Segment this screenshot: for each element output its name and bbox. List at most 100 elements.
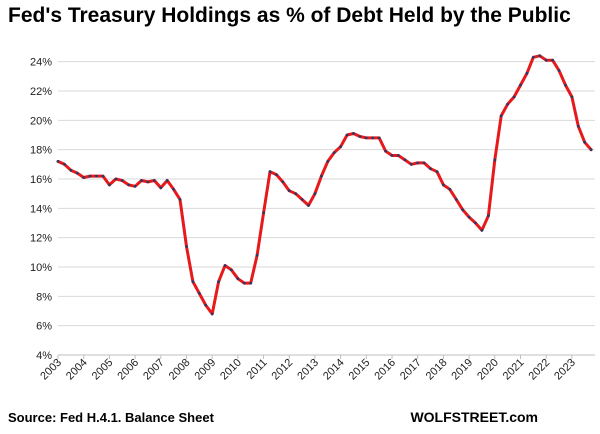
x-tick-label: 2006 [115, 357, 141, 383]
data-point [358, 135, 362, 138]
y-tick-label: 22% [30, 86, 52, 98]
data-point [75, 171, 79, 175]
data-point [461, 208, 465, 212]
data-point [133, 184, 137, 188]
y-tick-label: 12% [30, 233, 52, 245]
y-tick-label: 18% [30, 145, 52, 157]
data-point [390, 154, 394, 157]
x-tick-label: 2010 [218, 357, 244, 383]
x-tick-label: 2015 [347, 357, 373, 383]
data-point [576, 124, 580, 128]
data-point [589, 148, 593, 152]
brand-label: WOLFSTREET.com [410, 409, 538, 425]
data-point [352, 132, 355, 135]
data-point [178, 198, 182, 201]
data-point [570, 95, 574, 99]
data-point [416, 161, 420, 165]
x-axis: 2003 2004 2005 2006 2007 2008 2009 2010 2011 2012… [38, 354, 595, 383]
data-point [127, 183, 131, 187]
y-tick-label: 24% [30, 57, 52, 69]
x-tick-label: 2021 [501, 357, 527, 383]
data-point [210, 312, 214, 316]
data-point [326, 160, 330, 163]
data-point [435, 170, 439, 174]
data-point [364, 136, 368, 140]
source-note: Source: Fed H.4.1. Balance Sheet [8, 410, 214, 425]
data-point [474, 221, 477, 225]
data-point [275, 173, 278, 177]
data-point [313, 192, 317, 196]
data-point [307, 204, 310, 207]
data-point [493, 158, 497, 162]
data-point [165, 179, 169, 182]
data-point [153, 179, 156, 182]
y-tick-label: 6% [36, 321, 52, 333]
data-point [249, 281, 253, 285]
x-tick-label: 2019 [449, 357, 475, 383]
data-point [300, 198, 304, 201]
data-point [108, 183, 111, 187]
data-point [422, 161, 426, 165]
x-tick-label: 2022 [527, 357, 553, 383]
y-tick-label: 20% [30, 115, 52, 127]
data-point [409, 162, 413, 166]
y-tick-label: 16% [30, 174, 52, 186]
data-point [230, 268, 233, 272]
data-point [332, 151, 336, 155]
data-point [281, 180, 285, 184]
series-line-0 [56, 54, 593, 316]
x-tick-label: 2023 [552, 357, 578, 383]
data-point [268, 170, 272, 174]
x-tick-label: 2018 [424, 357, 450, 383]
x-tick-label: 2016 [372, 357, 398, 383]
data-point [429, 167, 432, 171]
y-axis: 4% 6% 8% 10% 12% 14% 16% 18% 20% 22% 24% [30, 57, 52, 362]
x-tick-label: 2020 [475, 357, 501, 383]
data-point [204, 303, 208, 307]
data-point [320, 174, 323, 178]
y-tick-label: 14% [30, 203, 52, 215]
data-point [172, 187, 176, 191]
chart-title: Fed's Treasury Holdings as % of Debt Hel… [8, 4, 571, 27]
data-point [512, 95, 516, 99]
x-tick-label: 2007 [141, 357, 167, 383]
data-point [262, 211, 265, 215]
data-point [480, 228, 484, 232]
data-point [101, 174, 105, 178]
data-point [403, 158, 407, 162]
data-point [371, 136, 375, 140]
data-point [191, 280, 195, 284]
data-point [255, 253, 259, 257]
data-point [82, 176, 86, 179]
gridlines [58, 61, 595, 356]
data-point [519, 83, 522, 87]
data-point [467, 215, 471, 219]
data-point [56, 160, 60, 163]
data-point [397, 154, 400, 157]
data-point [236, 277, 240, 281]
x-tick-label: 2014 [321, 357, 347, 383]
data-point [564, 83, 567, 87]
data-point [120, 179, 124, 182]
x-tick-label: 2013 [295, 357, 321, 383]
x-tick-label: 2005 [90, 357, 116, 383]
data-point [525, 72, 529, 75]
y-tick-label: 4% [36, 350, 52, 362]
data-point [442, 183, 445, 187]
data-point [551, 58, 554, 62]
data-point [217, 280, 221, 284]
data-point [557, 69, 561, 72]
data-point [487, 214, 490, 218]
data-point [114, 177, 118, 181]
data-point [448, 187, 452, 191]
data-point [140, 179, 143, 182]
data-point [531, 55, 535, 59]
data-point [339, 145, 342, 149]
data-point [69, 168, 73, 172]
data-point [538, 54, 542, 58]
data-point [159, 186, 163, 190]
x-tick-label: 2011 [244, 357, 269, 382]
x-tick-label: 2004 [64, 357, 90, 383]
data-point [95, 174, 98, 178]
